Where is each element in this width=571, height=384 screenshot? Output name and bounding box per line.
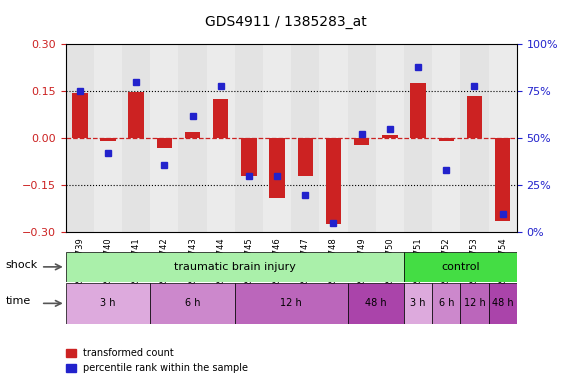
Bar [94,44,122,232]
Bar [404,252,517,281]
Bar [185,132,200,138]
Bar [348,283,404,324]
Bar [72,93,87,138]
Bar [489,44,517,232]
Bar [319,44,348,232]
Bar [66,283,150,324]
Bar [376,44,404,232]
Bar [460,44,489,232]
Bar [122,44,150,232]
Bar [348,44,376,232]
Bar [128,92,144,138]
Text: 12 h: 12 h [280,298,302,308]
Text: 12 h: 12 h [464,298,485,308]
Bar [66,44,94,232]
Bar [150,283,235,324]
Bar [439,138,454,141]
Bar [411,83,426,138]
Bar [297,138,313,176]
Text: time: time [6,296,31,306]
Text: 6 h: 6 h [185,298,200,308]
Bar [354,138,369,144]
Bar [178,44,207,232]
Text: 3 h: 3 h [411,298,426,308]
Bar [156,138,172,147]
Text: 48 h: 48 h [492,298,513,308]
Bar [213,99,228,138]
Bar [235,44,263,232]
Text: 48 h: 48 h [365,298,387,308]
Bar [467,96,482,138]
Bar [270,138,285,198]
Bar [66,252,404,281]
Bar [432,44,460,232]
Bar [241,138,257,176]
Bar [432,283,460,324]
Text: shock: shock [6,260,38,270]
Bar [263,44,291,232]
Bar [489,283,517,324]
Bar [404,44,432,232]
Text: GDS4911 / 1385283_at: GDS4911 / 1385283_at [204,15,367,29]
Bar [404,283,432,324]
Text: control: control [441,262,480,272]
Bar [495,138,510,221]
Legend: transformed count, percentile rank within the sample: transformed count, percentile rank withi… [62,344,252,377]
Bar [150,44,178,232]
Bar [207,44,235,232]
Text: traumatic brain injury: traumatic brain injury [174,262,296,272]
Bar [235,283,348,324]
Text: 6 h: 6 h [439,298,454,308]
Bar [291,44,319,232]
Bar [100,138,116,141]
Bar [460,283,489,324]
Text: 3 h: 3 h [100,298,116,308]
Bar [325,138,341,225]
Bar [382,135,397,138]
